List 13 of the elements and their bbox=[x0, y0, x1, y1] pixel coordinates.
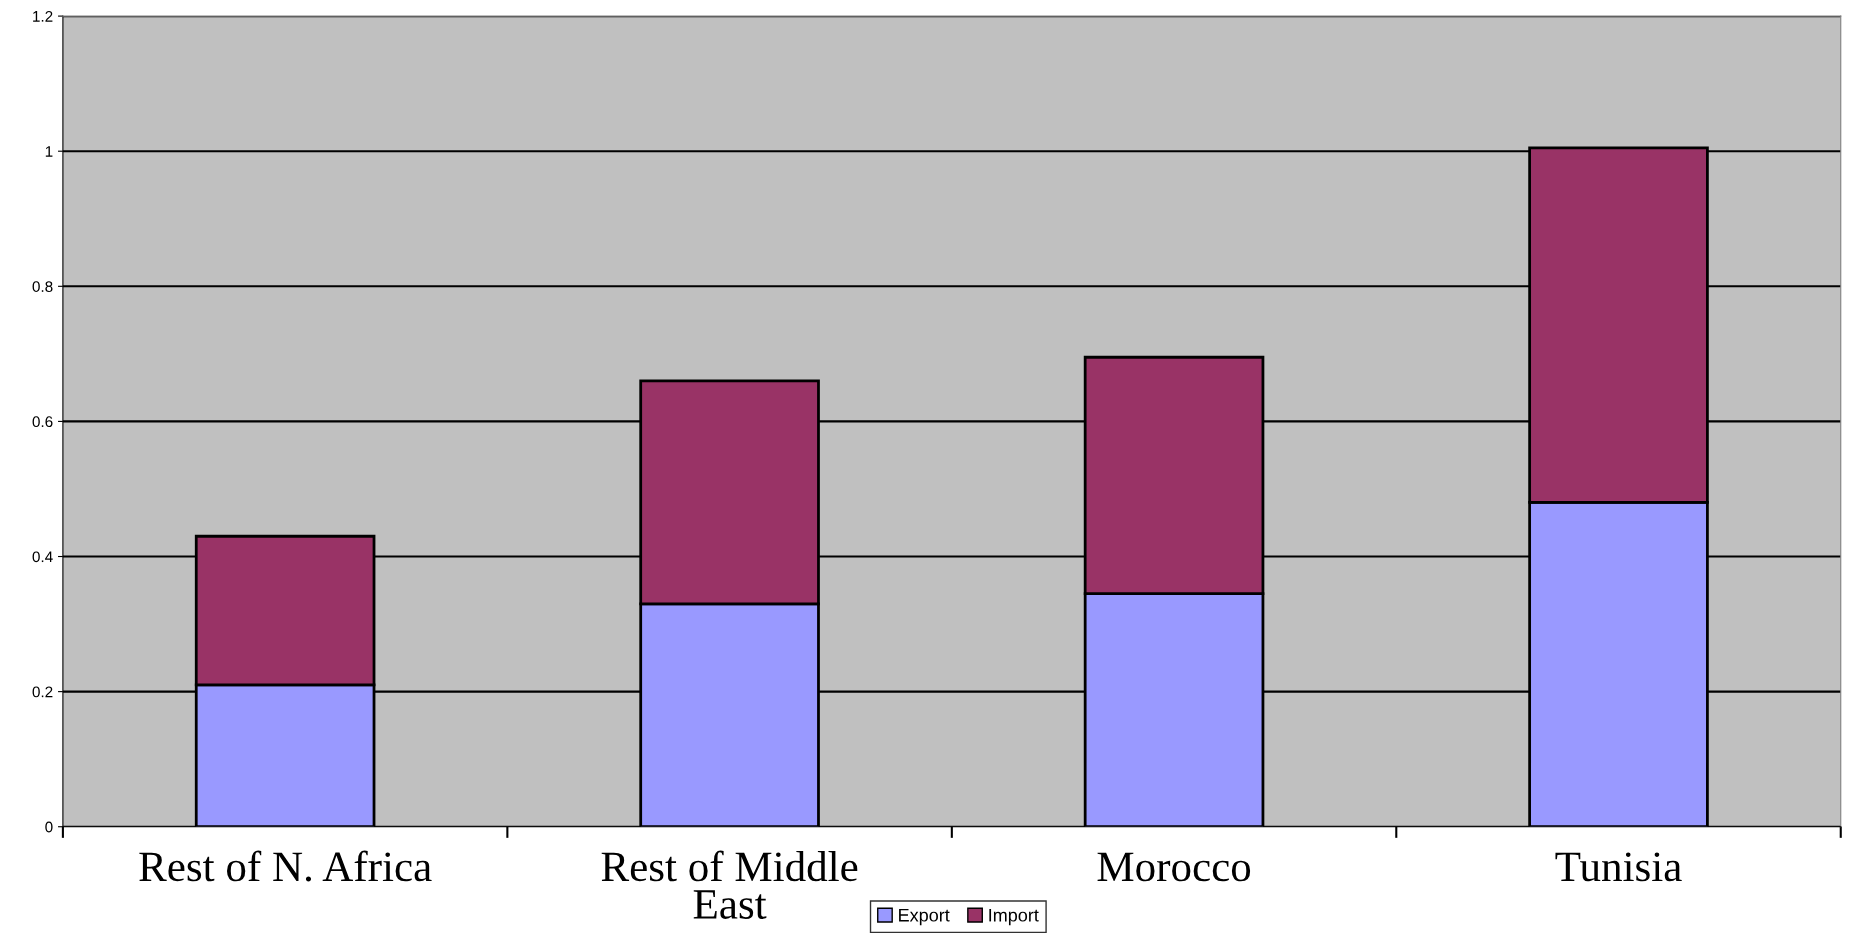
y-tick-label: 1.2 bbox=[33, 10, 53, 22]
y-tick-label: 0 bbox=[45, 821, 53, 833]
y-tick-label: 0.4 bbox=[32, 551, 53, 563]
x-tick-label: Rest of Middle East bbox=[601, 850, 858, 919]
legend-label: Import bbox=[989, 908, 1039, 926]
legend-label: Export bbox=[899, 908, 950, 926]
x-tick-label: Morocco bbox=[1097, 852, 1251, 882]
x-tick-label: Rest of N. Africa bbox=[139, 850, 432, 882]
y-tick-label: 0.6 bbox=[32, 416, 53, 428]
y-tick-label: 0.8 bbox=[32, 281, 53, 292]
y-tick-label: 1 bbox=[45, 146, 53, 157]
y-tick-label: 0.2 bbox=[32, 686, 53, 698]
x-tick-label: Tunisia bbox=[1555, 852, 1682, 882]
